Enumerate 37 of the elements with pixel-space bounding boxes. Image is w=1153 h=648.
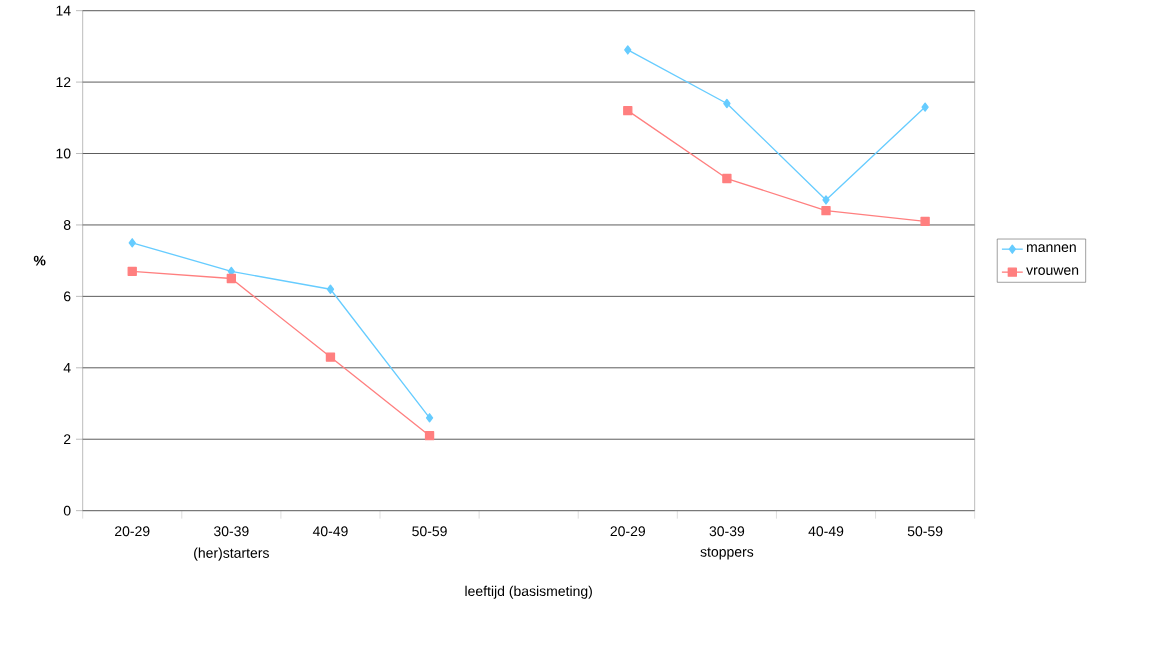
legend-label: vrouwen: [1026, 267, 1079, 275]
x-tick-label: 40-49: [312, 526, 348, 537]
point: [723, 98, 731, 109]
x-tick-label: 40-49: [808, 526, 844, 537]
x-tick-label: 30-39: [709, 526, 745, 537]
point: [623, 105, 633, 116]
y-tick-label: 6: [64, 291, 71, 302]
legend-label: mannen: [1027, 244, 1076, 253]
point: [425, 413, 434, 423]
point: [226, 273, 237, 284]
text: (her)starters: [194, 547, 269, 561]
x-tick-label: 50-59: [412, 526, 447, 537]
point: [127, 266, 137, 277]
y-tick-label: 4: [63, 363, 71, 373]
y-tick-label: 0: [63, 505, 71, 516]
y-tick-label: 12: [56, 77, 71, 87]
point: [821, 205, 831, 216]
x-tick-label: 20-29: [115, 526, 150, 537]
y-axis-title: %: [33, 255, 46, 266]
point: [921, 102, 929, 112]
y-tick-label: 8: [63, 220, 71, 230]
point: [424, 430, 435, 441]
x-tick-label: 30-39: [213, 526, 249, 537]
x-axis-title: leeftijd (basismeting): [465, 585, 592, 599]
point: [624, 45, 632, 55]
point: [326, 284, 335, 294]
y-tick-label: 2: [64, 434, 71, 445]
x-tick-label: 20-29: [610, 526, 645, 537]
point: [128, 238, 136, 248]
x-tick-label: 50-59: [907, 526, 943, 537]
point: [722, 173, 732, 184]
point: [920, 216, 930, 227]
point: [325, 352, 336, 362]
y-tick-label: 14: [56, 5, 71, 16]
point: [822, 195, 830, 205]
y-tick-label: 10: [56, 148, 71, 159]
text: stoppers: [700, 547, 754, 560]
